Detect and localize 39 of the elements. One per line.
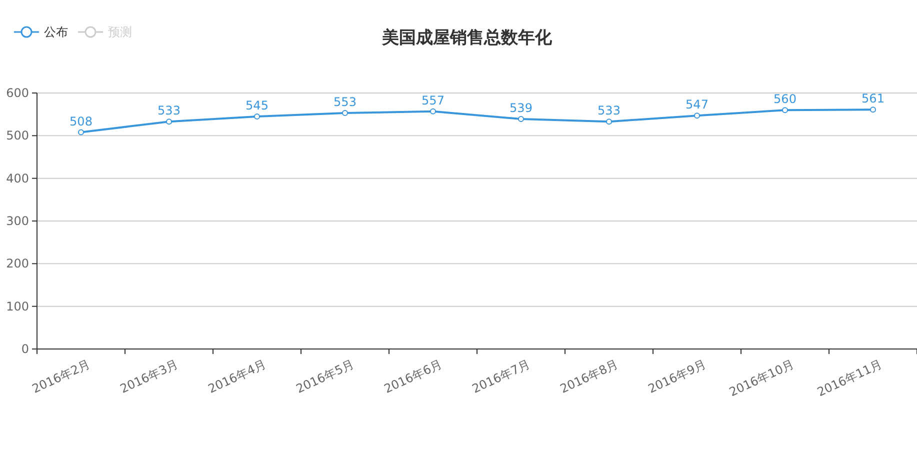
x-tick-label: 2016年5月 [294, 357, 356, 396]
data-label: 533 [158, 104, 180, 118]
x-tick-label: 2016年10月 [727, 357, 796, 400]
data-label: 557 [422, 93, 444, 108]
data-label: 547 [686, 98, 708, 112]
y-tick-label: 0 [21, 342, 29, 356]
point [782, 107, 788, 114]
y-tick-label: 300 [6, 214, 29, 228]
point [166, 118, 172, 125]
x-tick-label: 2016年7月 [470, 357, 532, 396]
legend-label: 公布 [44, 25, 68, 39]
y-tick-label: 100 [6, 299, 29, 314]
x-tick-label: 2016年9月 [646, 357, 708, 396]
x-tick-label: 2016年3月 [118, 357, 180, 396]
x-tick-label: 2016年8月 [558, 357, 620, 396]
data-label: 508 [70, 114, 92, 128]
x-tick-label: 2016年6月 [382, 357, 444, 396]
y-tick-label: 200 [6, 256, 29, 271]
data-label: 545 [246, 98, 268, 112]
point [694, 112, 700, 119]
data-label: 560 [774, 92, 796, 106]
chart-title: 美国成屋销售总数年化 [381, 28, 553, 48]
point [254, 113, 260, 120]
y-tick-label: 500 [6, 128, 29, 143]
point [342, 110, 348, 116]
data-label: 553 [334, 95, 356, 110]
x-tick-label: 2016年2月 [30, 357, 92, 396]
x-tick-label: 2016年4月 [206, 357, 268, 396]
data-label: 539 [510, 101, 532, 116]
data-label: 533 [598, 104, 620, 118]
point [78, 129, 84, 136]
y-tick-label: 400 [6, 171, 29, 186]
point [430, 108, 436, 114]
x-tick-label: 2016年11月 [815, 357, 884, 400]
y-tick-label: 600 [6, 86, 29, 100]
data-label: 561 [862, 92, 884, 106]
point [870, 106, 876, 113]
point [606, 118, 612, 125]
point [518, 116, 524, 122]
